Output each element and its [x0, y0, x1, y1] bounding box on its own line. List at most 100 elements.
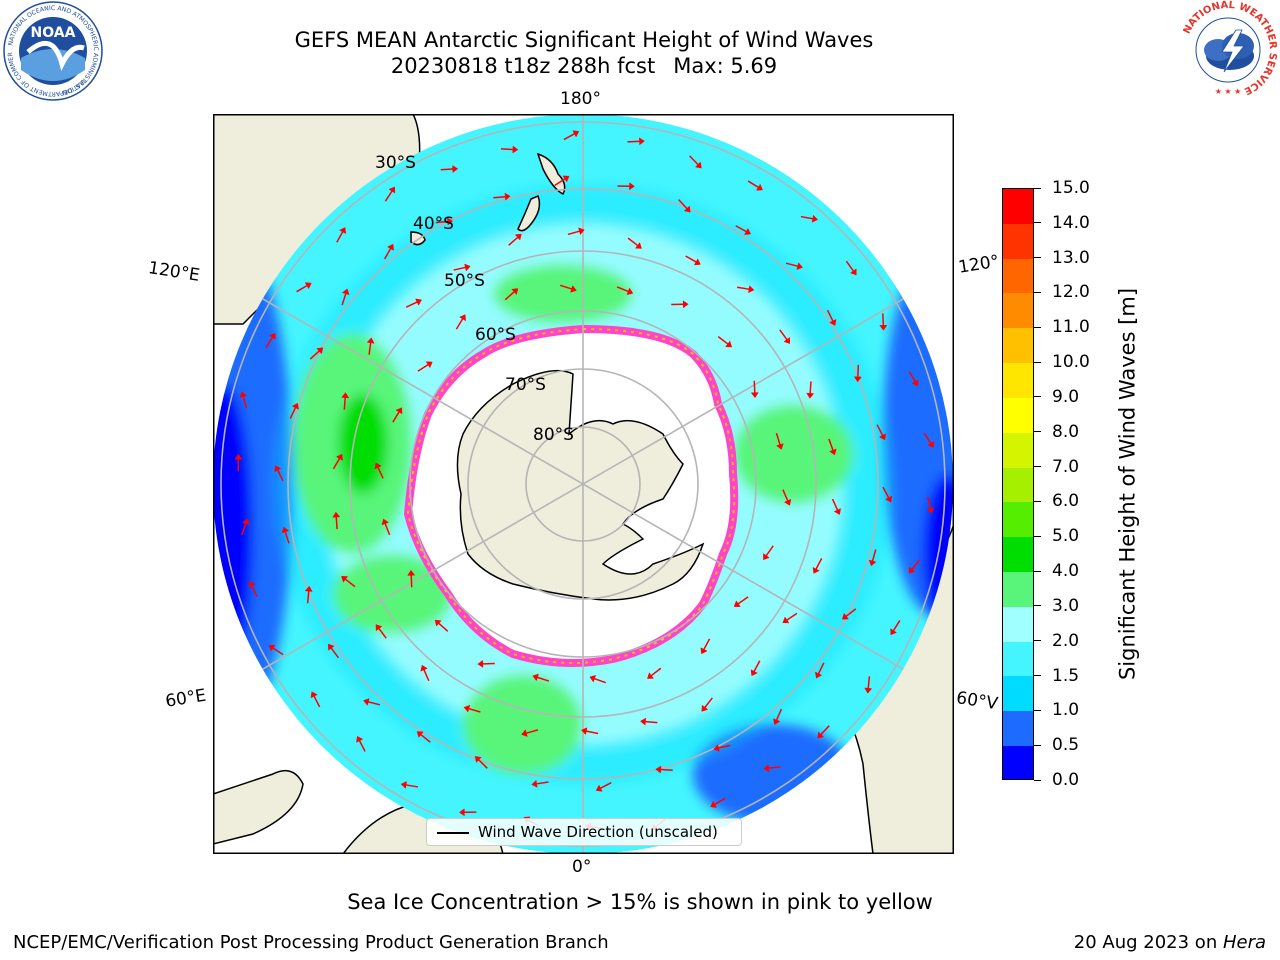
- wave-direction-arrowhead: [640, 717, 647, 726]
- wave-direction-arrowhead: [242, 518, 250, 526]
- wave-direction-arrowhead: [841, 612, 849, 620]
- wave-direction-arrowhead: [572, 130, 580, 138]
- wave-direction-arrow: [405, 301, 418, 308]
- wave-direction-arrowhead: [578, 227, 585, 236]
- wave-direction-arrowhead: [733, 600, 741, 607]
- wave-direction-arrowhead: [511, 288, 519, 296]
- colorbar-segment: [1003, 223, 1033, 259]
- wave-direction-arrow: [845, 608, 857, 617]
- wave-direction-arrowhead: [477, 659, 484, 668]
- colorbar-tick: [1034, 675, 1041, 677]
- colorbar-tick-label: 1.5: [1052, 665, 1080, 686]
- wave-direction-arrow: [616, 286, 629, 293]
- colorbar-segment: [1003, 711, 1033, 746]
- colorbar-segment: [1003, 363, 1033, 398]
- wave-direction-arrowhead: [388, 186, 396, 194]
- wave-direction-arrow: [500, 148, 513, 151]
- wave-direction-arrow: [241, 523, 247, 536]
- wave-direction-arrowhead: [387, 243, 394, 251]
- wave-direction-arrow: [306, 591, 310, 604]
- colorbar-segment: [1003, 467, 1033, 503]
- africa-land: [213, 769, 304, 845]
- wave-direction-arrowhead: [908, 566, 916, 574]
- wave-direction-arrow: [377, 467, 384, 479]
- lat-label-60s: 60°S: [475, 325, 516, 345]
- wave-direction-arrow: [923, 432, 932, 444]
- wave-direction-arrow: [714, 797, 726, 805]
- lat-label-40s: 40°S: [413, 214, 454, 234]
- wave-direction-arrowhead: [849, 268, 857, 276]
- wave-direction-arrow: [882, 486, 890, 499]
- wave-direction-arrow: [455, 318, 464, 330]
- wave-direction-arrowhead: [407, 569, 416, 576]
- wave-direction-arrowhead: [694, 161, 702, 169]
- wave-direction-arrowhead: [833, 508, 842, 515]
- wave-direction-arrowhead: [750, 669, 758, 677]
- wave-direction-arrow: [820, 725, 830, 736]
- wave-direction-arrowhead: [713, 744, 720, 752]
- colorbar-tick-label: 0.5: [1052, 735, 1080, 756]
- wave-direction-arrowhead: [521, 729, 528, 737]
- colorbar-tick: [1034, 431, 1041, 433]
- wave-direction-arrow: [384, 523, 391, 536]
- wave-direction-arrow: [435, 220, 448, 224]
- wave-direction-arrowhead: [806, 392, 815, 399]
- wave-direction-arrow: [747, 180, 759, 188]
- wave-direction-arrowhead: [304, 282, 312, 290]
- wave-direction-arrow: [384, 190, 393, 202]
- wave-direction-arrowhead: [341, 288, 350, 296]
- wave-direction-arrow: [685, 255, 697, 263]
- wave-direction-arrowhead: [332, 511, 341, 518]
- wave-direction-arrowhead: [782, 616, 790, 624]
- wave-direction-arrow: [737, 596, 749, 605]
- wave-direction-arrow: [341, 293, 347, 306]
- colorbar-label: Significant Height of Wind Waves [m]: [1115, 287, 1140, 681]
- wave-direction-arrowhead: [416, 731, 424, 738]
- wave-direction-arrowhead: [817, 731, 825, 739]
- wave-direction-arrow: [284, 531, 290, 544]
- wave-direction-arrowhead: [639, 137, 645, 146]
- lon-label-60e: 60°E: [164, 685, 208, 712]
- gridlines: [220, 114, 946, 854]
- map-legend: Wind Wave Direction (unscaled): [426, 818, 742, 846]
- colorbar-tick: [1034, 361, 1041, 363]
- wave-direction-arrow: [815, 558, 823, 570]
- wave-direction-arrow: [785, 262, 798, 267]
- wave-direction-arrow: [892, 620, 901, 631]
- wave-direction-arrow: [782, 489, 789, 502]
- wave-direction-arrowhead: [356, 735, 364, 743]
- wave-direction-arrow: [775, 708, 783, 721]
- wave-direction-arrow: [493, 195, 506, 199]
- noaa-logo-text: NOAA: [31, 25, 76, 41]
- colorbar-tick: [1034, 257, 1041, 259]
- wave-direction-arrow: [765, 545, 774, 557]
- wave-direction-arrow: [368, 701, 381, 706]
- colorbar-segment: [1003, 571, 1033, 607]
- wave-direction-arrow: [927, 496, 932, 509]
- wave-direction-arrowhead: [595, 784, 603, 792]
- wave-direction-arrowhead: [647, 672, 655, 679]
- wave-direction-arrow: [828, 438, 834, 451]
- wave-direction-arrowhead: [783, 498, 792, 506]
- wave-direction-arrowhead: [926, 507, 935, 514]
- colorbar-tick-label: 13.0: [1052, 247, 1090, 268]
- wave-direction-arrow: [345, 578, 356, 588]
- lat-label-50s: 50°S: [444, 271, 485, 291]
- wave-direction-arrow: [735, 225, 747, 233]
- wave-direction-arrow: [627, 140, 640, 143]
- colorbar-segment: [1003, 537, 1033, 572]
- wave-direction-arrowhead: [474, 756, 482, 763]
- wave-direction-arrowhead: [783, 336, 791, 344]
- colorbar-tick-label: 2.0: [1052, 630, 1080, 651]
- colorbar-tick: [1034, 570, 1041, 572]
- wave-direction-arrowhead: [363, 698, 370, 706]
- sea-ice-caption: Sea Ice Concentration > 15% is shown in …: [347, 890, 933, 914]
- wave-direction-arrowhead: [811, 214, 819, 223]
- wave-direction-arrowhead: [512, 145, 519, 154]
- wave-direction-arrow: [831, 498, 839, 511]
- wave-direction-arrow: [438, 622, 449, 632]
- wave-direction-arrowhead: [400, 781, 407, 789]
- svg-text:★ ★ ★: ★ ★ ★: [1215, 87, 1242, 96]
- wave-direction-arrowhead: [570, 285, 577, 293]
- wave-direction-arrowhead: [884, 495, 893, 503]
